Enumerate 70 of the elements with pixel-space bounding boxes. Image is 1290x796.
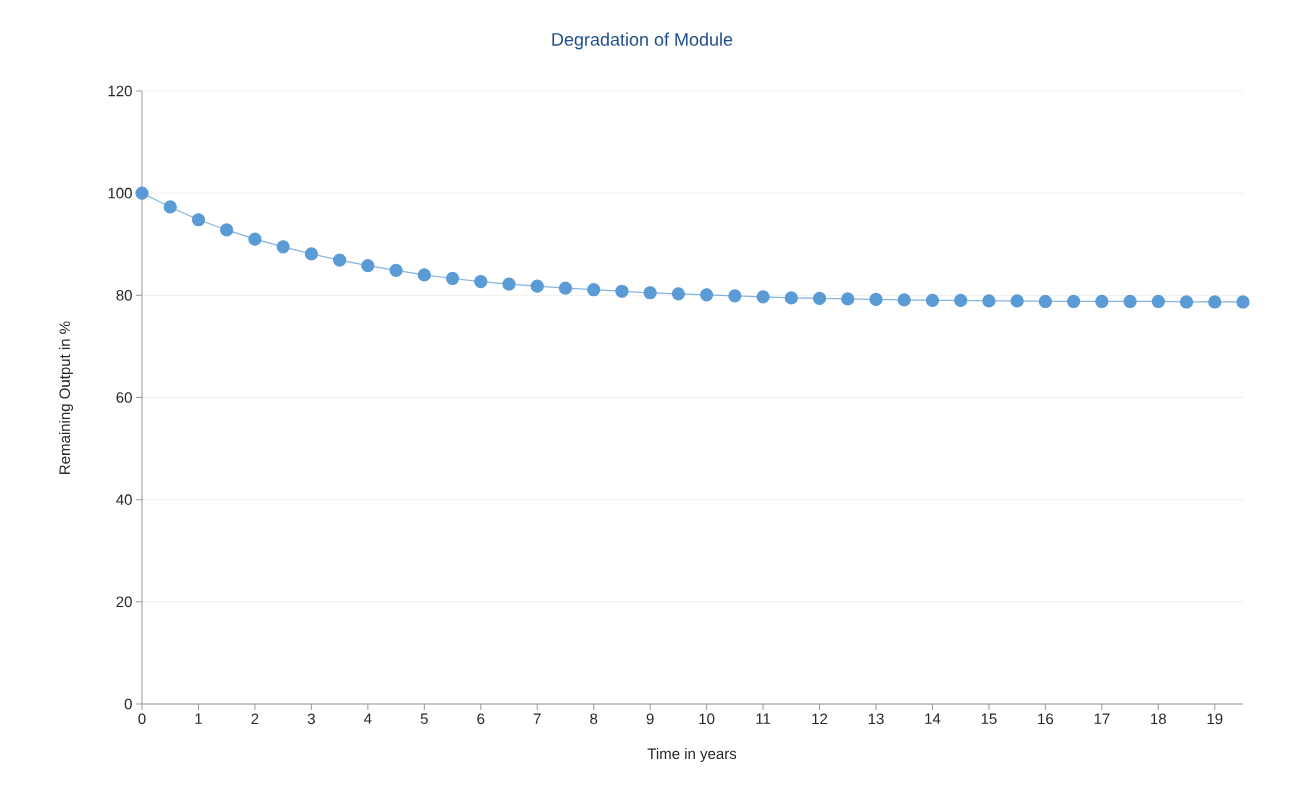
point bbox=[869, 292, 883, 307]
point bbox=[1095, 294, 1109, 309]
point bbox=[558, 281, 573, 295]
point bbox=[191, 213, 206, 227]
point bbox=[700, 288, 714, 302]
point bbox=[1236, 295, 1250, 309]
point bbox=[417, 268, 431, 282]
point bbox=[333, 253, 347, 267]
y-tick-label: 100 bbox=[108, 187, 132, 199]
point bbox=[1123, 294, 1137, 309]
x-tick-label: 8 bbox=[590, 713, 598, 725]
x-tick-label: 12 bbox=[812, 713, 828, 725]
point bbox=[502, 277, 516, 291]
y-tick-label: 40 bbox=[116, 494, 132, 505]
point bbox=[474, 274, 488, 289]
point bbox=[1038, 294, 1052, 309]
point bbox=[276, 240, 290, 254]
point bbox=[1151, 294, 1165, 309]
point bbox=[643, 286, 657, 300]
point bbox=[841, 292, 855, 306]
x-tick-label: 6 bbox=[477, 713, 485, 725]
y-tick-label: 20 bbox=[116, 596, 132, 608]
y-tick-label: 120 bbox=[108, 85, 132, 97]
point bbox=[220, 223, 234, 237]
x-tick-label: 7 bbox=[533, 713, 541, 724]
x-axis-title: Time in years bbox=[647, 748, 737, 762]
y-tick-label: 0 bbox=[124, 698, 132, 710]
point bbox=[163, 200, 177, 214]
x-tick-label: 14 bbox=[925, 713, 941, 724]
point bbox=[728, 289, 742, 303]
x-tick-label: 5 bbox=[420, 713, 428, 724]
point bbox=[925, 293, 940, 308]
x-tick-label: 18 bbox=[1151, 713, 1166, 725]
point bbox=[784, 291, 798, 305]
point bbox=[812, 291, 827, 305]
point bbox=[135, 186, 149, 200]
point bbox=[897, 293, 911, 307]
x-tick-label: 16 bbox=[1038, 713, 1054, 725]
x-tick-label: 9 bbox=[646, 713, 654, 725]
x-tick-label: 2 bbox=[251, 713, 259, 725]
x-tick-label: 3 bbox=[307, 713, 315, 725]
x-tick-label: 17 bbox=[1094, 713, 1110, 724]
x-tick-label: 13 bbox=[868, 713, 884, 725]
y-axis-title: Remaining Output in % bbox=[59, 321, 73, 474]
x-tick-label: 11 bbox=[756, 713, 771, 724]
y-tick-label: 60 bbox=[116, 392, 132, 403]
point bbox=[530, 279, 544, 293]
chart-title: Degradation of Module bbox=[552, 32, 733, 50]
x-tick-label: 19 bbox=[1207, 713, 1223, 725]
x-tick-label: 1 bbox=[195, 713, 202, 724]
point bbox=[248, 232, 262, 246]
point bbox=[304, 247, 318, 261]
point bbox=[615, 284, 629, 298]
x-tick-label: 4 bbox=[364, 713, 372, 724]
point bbox=[954, 293, 968, 308]
point bbox=[587, 283, 601, 297]
y-tick-label: 80 bbox=[116, 290, 132, 301]
point bbox=[1010, 294, 1024, 308]
point bbox=[1208, 295, 1222, 309]
point bbox=[445, 271, 460, 286]
point bbox=[1179, 295, 1194, 309]
x-tick-label: 10 bbox=[699, 713, 715, 725]
point bbox=[361, 259, 375, 273]
point bbox=[671, 287, 685, 301]
point bbox=[982, 294, 996, 308]
point bbox=[1067, 294, 1081, 309]
x-tick-label: 15 bbox=[981, 713, 997, 724]
point bbox=[756, 290, 770, 304]
point bbox=[389, 263, 403, 277]
x-tick-label: 0 bbox=[138, 713, 146, 725]
